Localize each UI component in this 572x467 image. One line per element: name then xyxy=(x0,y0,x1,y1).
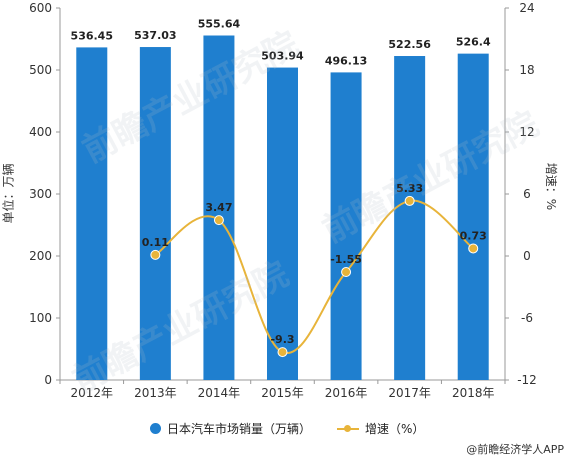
growth-value-label: -1.55 xyxy=(330,253,362,266)
growth-point xyxy=(404,195,415,206)
y-tick-label-right: 12 xyxy=(519,125,534,139)
bar-value-label: 522.56 xyxy=(388,38,431,51)
bar xyxy=(457,53,489,381)
y-axis-left-title: 单位：万辆 xyxy=(1,163,16,224)
x-tick-label: 2015年 xyxy=(261,386,304,400)
bar xyxy=(203,35,235,380)
legend-bar-swatch xyxy=(150,423,161,434)
y-tick-label-left: 0 xyxy=(44,373,52,387)
y-tick-label-right: -12 xyxy=(517,373,537,387)
x-tick-label: 2012年 xyxy=(71,386,114,400)
growth-point xyxy=(150,249,161,260)
y-tick-label-right: -6 xyxy=(521,311,533,325)
bar-value-label: 496.13 xyxy=(325,54,367,67)
y-tick-label-right: 0 xyxy=(523,249,531,263)
x-tick-label: 2013年 xyxy=(134,386,177,400)
growth-value-label: 0.11 xyxy=(142,236,169,249)
bar-value-label: 503.94 xyxy=(261,50,304,63)
y-tick-label-left: 300 xyxy=(29,187,52,201)
y-tick-label-left: 500 xyxy=(29,63,52,77)
x-tick-label: 2018年 xyxy=(452,386,495,400)
growth-value-label: -9.3 xyxy=(270,333,294,346)
bar xyxy=(394,56,426,381)
bar-value-label: 536.45 xyxy=(71,29,113,42)
bar xyxy=(139,47,171,380)
legend-line-label: 增速（%） xyxy=(365,422,425,436)
bar-value-label: 526.4 xyxy=(456,36,491,49)
y-tick-label-left: 400 xyxy=(29,125,52,139)
x-tick-label: 2016年 xyxy=(325,386,368,400)
legend: 日本汽车市场销量（万辆） 增速（%） xyxy=(150,420,450,437)
y-tick-label-right: 24 xyxy=(519,1,534,15)
legend-line-swatch xyxy=(337,423,360,434)
growth-value-label: 0.73 xyxy=(460,229,487,242)
legend-item-bar: 日本汽车市场销量（万辆） xyxy=(150,420,311,437)
y-tick-label-right: 6 xyxy=(523,187,531,201)
bar xyxy=(330,72,362,380)
growth-line xyxy=(154,199,474,354)
legend-item-line: 增速（%） xyxy=(337,420,424,437)
y-tick-label-left: 200 xyxy=(29,249,52,263)
bar xyxy=(267,67,298,381)
growth-value-label: 5.33 xyxy=(396,182,423,195)
y-tick-label-right: 18 xyxy=(519,63,534,77)
y-tick-label-left: 600 xyxy=(29,1,52,15)
growth-value-label: 3.47 xyxy=(205,201,232,214)
growth-point xyxy=(277,347,288,358)
growth-point xyxy=(213,215,224,226)
y-axis-right-title: 增速：% xyxy=(544,162,559,211)
bar xyxy=(76,47,108,380)
source-credit: @前瞻经济学人APP xyxy=(466,443,564,456)
growth-point xyxy=(341,267,352,278)
x-tick-label: 2014年 xyxy=(198,386,241,400)
growth-point xyxy=(468,243,479,254)
x-tick-label: 2017年 xyxy=(388,386,431,400)
bar-value-label: 555.64 xyxy=(198,18,241,31)
bar-value-label: 537.03 xyxy=(134,29,176,42)
y-tick-label-left: 100 xyxy=(29,311,52,325)
legend-bar-label: 日本汽车市场销量（万辆） xyxy=(167,422,312,436)
